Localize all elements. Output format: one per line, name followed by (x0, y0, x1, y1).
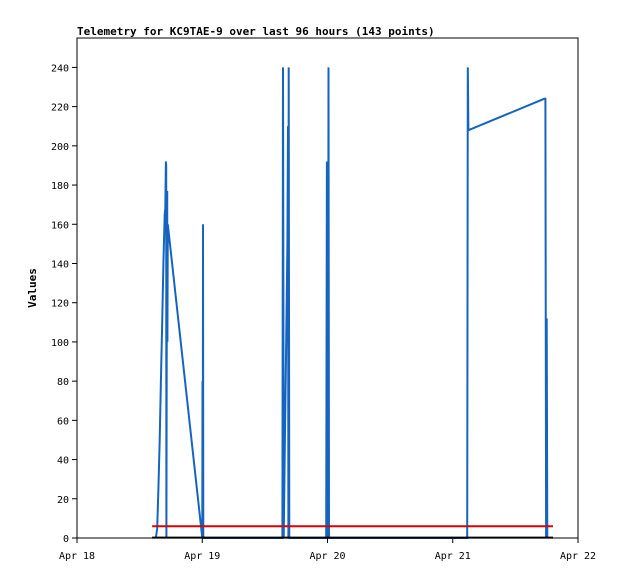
y-tick-label: 160 (51, 220, 69, 231)
series-layer (152, 67, 553, 539)
y-tick-label: 0 (63, 534, 69, 545)
y-tick-label: 20 (57, 495, 69, 506)
chart-title: Telemetry for KC9TAE-9 over last 96 hour… (77, 25, 435, 38)
x-tick-label: Apr 19 (184, 551, 220, 562)
x-tick-label: Apr 18 (59, 551, 95, 562)
y-tick-label: 240 (51, 63, 69, 74)
y-axis-label: Values (26, 268, 39, 308)
series-line-1 (154, 67, 549, 539)
y-tick-label: 180 (51, 181, 69, 192)
y-axis: 0 20 40 60 80 100 120 140 160 180 200 220 240 (51, 63, 77, 545)
y-tick-label: 120 (51, 299, 69, 310)
x-tick-label: Apr 20 (309, 551, 345, 562)
y-tick-label: 140 (51, 259, 69, 270)
x-axis: Apr 18 Apr 19 Apr 20 Apr 21 Apr 22 (59, 538, 596, 562)
x-tick-label: Apr 21 (435, 551, 471, 562)
y-tick-label: 100 (51, 338, 69, 349)
y-tick-label: 200 (51, 142, 69, 153)
y-tick-label: 80 (57, 377, 69, 388)
y-tick-label: 220 (51, 103, 69, 114)
x-tick-label: Apr 22 (560, 551, 596, 562)
y-tick-label: 60 (57, 416, 69, 427)
y-tick-label: 40 (57, 456, 69, 467)
